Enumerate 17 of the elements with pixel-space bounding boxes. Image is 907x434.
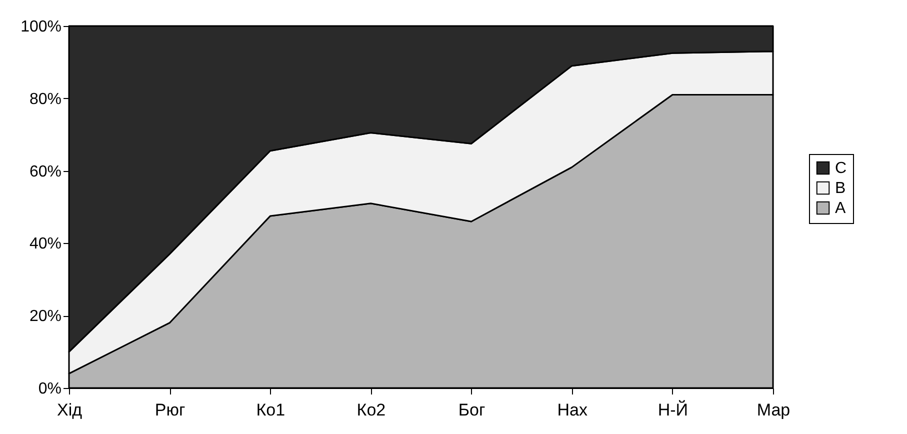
- y-tick-label: 60%: [29, 163, 62, 180]
- y-tick-label: 40%: [29, 236, 62, 253]
- x-tick-label: Ко1: [256, 400, 286, 420]
- x-tick-label: Бог: [458, 400, 486, 420]
- x-tick-label: Н-Й: [658, 400, 688, 420]
- x-tick-label: Нах: [557, 400, 588, 420]
- y-tick-label: 0%: [38, 380, 62, 398]
- x-tick-label: Хід: [56, 400, 82, 420]
- legend-label: C: [835, 160, 847, 177]
- y-tick-label: 20%: [29, 308, 62, 326]
- legend-label: B: [835, 180, 846, 197]
- x-tick-label: Мар: [756, 400, 790, 420]
- x-tick-label: Рюг: [154, 400, 186, 420]
- y-tick-label: 80%: [29, 90, 62, 108]
- x-tick-label: Ко2: [356, 400, 386, 420]
- legend-label: A: [835, 200, 846, 217]
- y-tick-label: 100%: [20, 18, 62, 36]
